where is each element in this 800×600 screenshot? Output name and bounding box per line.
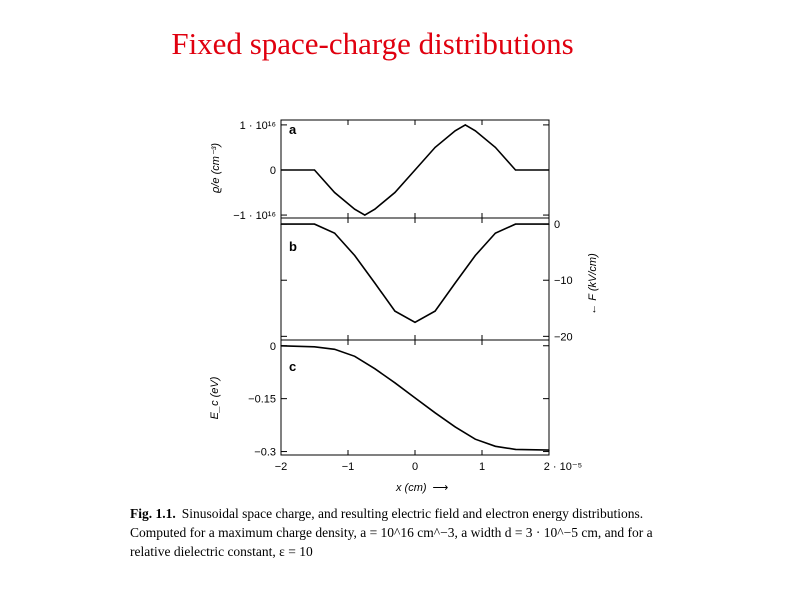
data-point-b xyxy=(548,223,550,225)
data-point-c xyxy=(334,348,336,350)
y-tick-label-a: 1 · 10¹⁶ xyxy=(240,120,276,132)
y-tick-label-c: −0.15 xyxy=(248,394,276,406)
data-point-b xyxy=(434,310,436,312)
data-point-b xyxy=(494,232,496,234)
data-point-b xyxy=(280,223,282,225)
caption-label: Fig. 1.1. xyxy=(130,506,176,521)
data-point-a xyxy=(354,208,356,210)
y-tick-label-a: 0 xyxy=(270,165,276,177)
data-point-c xyxy=(514,448,517,450)
data-point-c xyxy=(374,368,376,370)
x-tick-label: 0 xyxy=(412,461,418,473)
data-point-c xyxy=(354,355,356,357)
x-tick-label: −2 xyxy=(275,461,288,473)
data-point-c xyxy=(280,345,282,347)
y-tick-label-c: 0 xyxy=(270,341,276,353)
data-point-c xyxy=(494,445,496,447)
data-point-c xyxy=(548,449,550,451)
data-point-a xyxy=(548,169,550,171)
data-point-a xyxy=(374,208,376,210)
data-point-b xyxy=(394,310,396,312)
data-point-a xyxy=(364,214,366,216)
panel-a-letter: a xyxy=(289,122,297,137)
panel-c-letter: c xyxy=(289,359,296,374)
data-point-a xyxy=(494,146,496,148)
y-tick-label-b: −20 xyxy=(554,331,573,343)
panel-c-ylabel: E_c (eV) xyxy=(209,376,221,419)
x-tick-label: 2 · 10⁻⁵ xyxy=(544,461,583,473)
data-point-b xyxy=(354,254,356,257)
caption-text: Sinusoidal space charge, and resulting e… xyxy=(130,506,653,559)
x-tick-label: −1 xyxy=(342,461,355,473)
data-point-b xyxy=(414,321,416,323)
data-point-c xyxy=(434,412,436,414)
panel-b-letter: b xyxy=(289,239,297,254)
panel-a-ylabel: ϱ/e (cm⁻³) xyxy=(210,143,222,193)
data-point-a xyxy=(414,169,416,171)
panel-b-ylabel-text: F (kV/cm) xyxy=(587,253,599,301)
data-point-b xyxy=(514,223,517,225)
data-point-b xyxy=(374,282,376,284)
data-point-a xyxy=(464,124,466,126)
curve-layer xyxy=(280,123,550,451)
y-tick-label-c: −0.3 xyxy=(254,447,276,459)
figure-caption: Fig. 1.1. Sinusoidal space charge, and re… xyxy=(130,504,690,561)
data-point-b xyxy=(313,223,316,225)
series-line-b xyxy=(281,223,549,324)
y-tick-label-a: −1 · 10¹⁶ xyxy=(233,210,276,222)
data-point-a xyxy=(334,191,336,194)
data-point-a xyxy=(514,169,517,171)
x-tick-label: 1 xyxy=(479,461,485,473)
data-point-b xyxy=(474,254,476,257)
x-axis-label: x (cm) ⟶ xyxy=(395,482,449,494)
data-point-a xyxy=(474,130,476,132)
y-tick-label-b: 0 xyxy=(554,219,560,231)
data-point-a xyxy=(394,191,396,194)
data-point-b xyxy=(334,232,336,234)
panel-b-ylabel: ← F (kV/cm) xyxy=(587,253,599,315)
data-point-c xyxy=(474,438,476,440)
data-point-c xyxy=(394,382,396,384)
data-point-c xyxy=(414,397,416,399)
data-point-a xyxy=(434,146,436,148)
x-axis-label-text: x (cm) xyxy=(395,482,427,494)
slide-title: Fixed space-charge distributions xyxy=(171,26,574,61)
y-tick-label-b: −10 xyxy=(554,275,573,287)
data-point-a xyxy=(454,130,456,132)
data-point-b xyxy=(454,282,456,284)
data-point-c xyxy=(313,346,316,348)
data-point-a xyxy=(313,169,316,171)
data-point-a xyxy=(280,169,282,171)
data-point-c xyxy=(454,426,456,428)
